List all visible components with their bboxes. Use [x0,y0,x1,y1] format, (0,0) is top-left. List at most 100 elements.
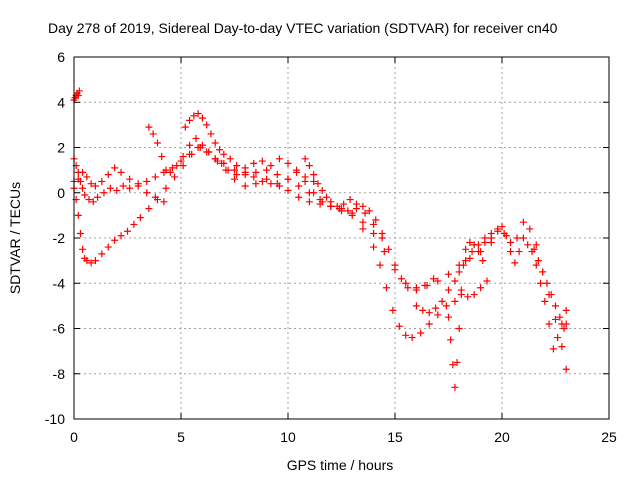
data-point [98,177,106,185]
data-point [434,311,442,319]
data-point [466,239,474,247]
data-point [412,302,420,310]
data-point [160,198,168,206]
data-point [179,153,187,161]
data-point [370,229,378,237]
data-point [211,155,219,163]
series-arc2 [70,144,495,292]
data-point [203,121,211,129]
data-point [198,114,206,122]
data-point [376,261,384,269]
data-point [468,248,476,256]
data-point [453,358,461,366]
data-point [258,177,266,185]
data-point [474,248,482,256]
data-point [220,150,228,158]
y-tick-label: 6 [57,49,65,65]
data-point [218,159,226,167]
data-point [284,186,292,194]
data-point [474,241,482,249]
data-point [85,196,93,204]
data-point [252,180,260,188]
data-point [91,182,99,190]
series-arc4 [70,164,168,206]
data-point [94,193,102,201]
data-point [562,365,570,373]
data-point [419,306,427,314]
data-point [457,291,465,299]
series-arc1 [70,87,83,104]
data-point [481,239,489,247]
data-point [258,157,266,165]
data-point [275,155,283,163]
data-point [524,241,532,249]
data-point [459,261,467,269]
data-point [515,248,523,256]
data-point [305,162,313,170]
data-point [241,182,249,190]
data-point [83,173,91,181]
data-point [224,166,232,174]
x-tick-label: 0 [70,429,78,445]
data-point [447,336,455,344]
series-arc8 [412,277,491,317]
data-point [380,248,388,256]
data-point [310,171,318,179]
data-point [216,146,224,154]
data-point [451,297,459,305]
data-point [231,175,238,183]
data-point [445,286,452,294]
data-point [314,180,322,188]
data-point [487,234,495,242]
data-point [534,257,542,265]
data-point [87,259,95,267]
data-point [126,175,134,183]
data-series [70,87,570,391]
x-tick-label: 15 [387,429,403,445]
data-point [359,218,367,226]
data-point [81,191,89,199]
data-point [310,189,318,197]
data-point [151,173,159,181]
data-point [346,196,354,204]
data-point [100,189,108,197]
data-point [421,282,429,290]
data-point [273,171,281,179]
data-point [211,139,219,147]
data-point [513,234,521,242]
data-point [479,257,487,265]
data-point [145,123,153,131]
series-arc6 [181,110,318,190]
data-point [455,268,463,276]
data-point [98,250,106,258]
data-point [434,277,442,285]
data-point [340,200,348,208]
data-point [79,184,87,192]
data-point [143,177,151,185]
x-tick-label: 20 [494,429,510,445]
data-point [190,112,198,120]
data-point [361,209,369,217]
data-point [113,186,121,194]
data-point [412,286,420,294]
data-point [402,279,410,287]
data-point [79,245,87,253]
data-point [451,277,459,285]
data-point [511,259,519,267]
data-point [541,297,549,305]
data-point [545,320,553,328]
data-point [305,198,313,206]
data-point [295,193,303,201]
data-point [445,270,452,278]
data-point [83,257,91,265]
data-point [530,245,538,253]
data-point [417,329,425,337]
data-point [532,261,540,269]
data-point [425,309,433,317]
data-point [462,257,470,265]
data-point [181,123,189,131]
data-point [359,225,367,233]
data-point [143,189,151,197]
